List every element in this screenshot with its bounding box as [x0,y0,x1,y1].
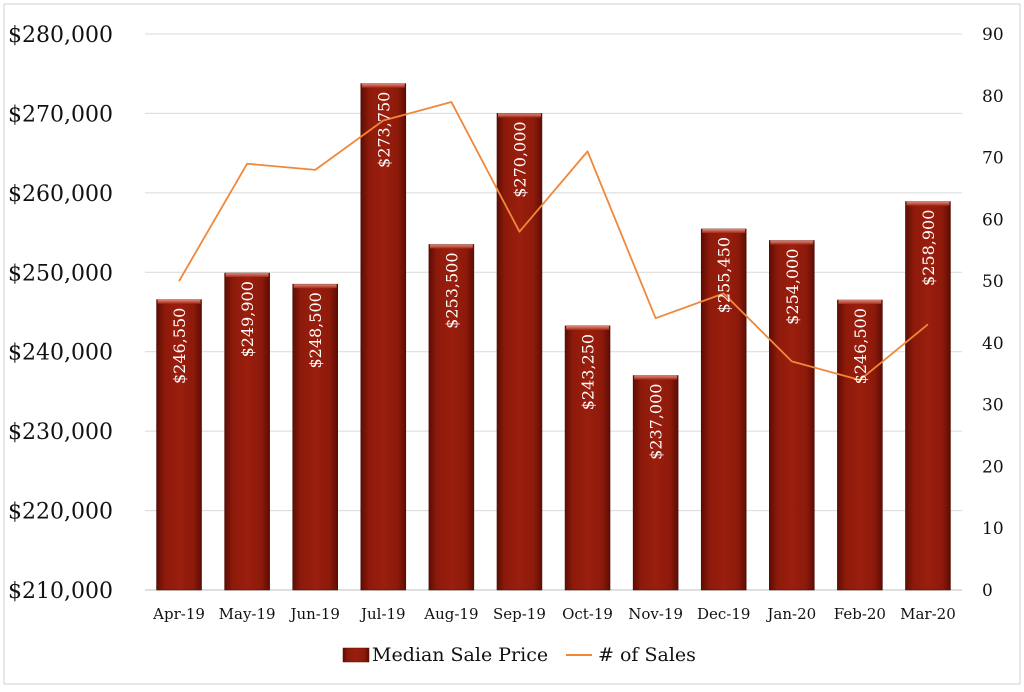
bar-top-bevel [702,229,745,233]
y-right-tick-label: 50 [982,272,1004,292]
bar-top-bevel [498,113,541,117]
bar-value-label: $273,750 [374,92,393,168]
x-tick-label: Jan-20 [765,605,816,623]
legend-swatch-median-sale-price [343,648,369,662]
y-right-tick-label: 90 [982,25,1004,45]
legend: Median Sale Price # of Sales [343,644,696,666]
bar-top-bevel [566,326,609,330]
legend-label-num-sales: # of Sales [598,644,696,666]
legend-label-median-sale-price: Median Sale Price [372,644,548,666]
y-left-tick-label: $230,000 [8,420,113,445]
y-left-tick-label: $270,000 [8,102,113,127]
y-right-tick-label: 30 [982,396,1004,416]
x-tick-label: Jul-19 [359,605,406,623]
x-tick-label: Sep-19 [493,605,546,623]
y-left-tick-label: $220,000 [8,500,113,525]
x-tick-label: May-19 [219,605,276,623]
y-right-tick-label: 70 [982,149,1004,169]
x-tick-label: Aug-19 [423,605,478,623]
bar-value-label: $253,500 [442,252,461,328]
bar-value-label: $255,450 [715,237,734,313]
y-right-tick-label: 80 [982,87,1004,107]
bar-value-label: $243,250 [579,334,598,410]
x-tick-label: Apr-19 [152,605,205,623]
x-tick-label: Nov-19 [628,605,683,623]
bar-top-bevel [294,284,337,288]
bar-top-bevel [770,241,813,245]
bar-value-label: $249,900 [238,281,257,357]
bar-top-bevel [430,244,473,248]
x-tick-label: Mar-20 [900,605,956,623]
bar-top-bevel [362,84,405,88]
y-left-tick-label: $280,000 [8,23,113,48]
bar-value-label: $246,500 [851,308,870,384]
bar-value-label: $254,000 [783,249,802,325]
y-left-tick-label: $250,000 [8,261,113,286]
y-left-tick-label: $210,000 [8,579,113,604]
y-right-tick-label: 20 [982,457,1004,477]
bar-top-bevel [906,202,949,206]
y-right-tick-label: 60 [982,210,1004,230]
x-tick-label: Dec-19 [697,605,750,623]
x-tick-label: Feb-20 [834,605,886,623]
bar-value-label: $237,000 [647,384,666,460]
x-tick-label: Oct-19 [562,605,613,623]
bar-value-label: $246,550 [170,308,189,384]
bar-top-bevel [634,376,677,380]
bar-top-bevel [838,300,881,304]
y-right-tick-label: 40 [982,334,1004,354]
y-left-tick-label: $260,000 [8,182,113,207]
y-right-tick-label: 0 [982,581,993,601]
bar-top-bevel [158,300,201,304]
y-left-tick-label: $240,000 [8,341,113,366]
bar-value-label: $248,500 [306,292,325,368]
bar-value-label: $270,000 [510,121,529,197]
bar-value-label: $258,900 [919,210,938,286]
x-tick-label: Jun-19 [288,605,340,623]
bar-top-bevel [226,273,269,277]
y-right-tick-label: 10 [982,519,1004,539]
